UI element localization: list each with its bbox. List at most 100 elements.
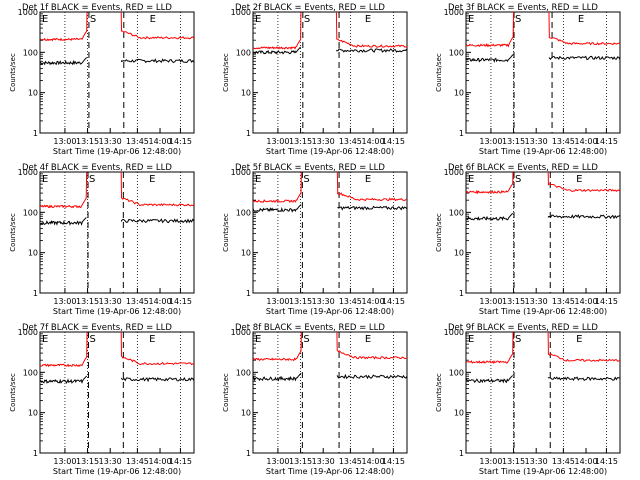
plot-area: [253, 172, 407, 293]
marker-end-e: E: [365, 14, 371, 25]
plot-area: [466, 12, 620, 133]
x-tick-label: 13:00: [479, 297, 502, 306]
x-axis-label: Start Time (19-Apr-06 12:48:00): [266, 467, 394, 476]
lld-series-line: [466, 12, 620, 48]
y-tick-label: 10: [454, 89, 464, 98]
lld-series-line: [40, 172, 194, 209]
lld-series-line: [253, 332, 407, 362]
x-tick-label: 13:45: [339, 457, 362, 466]
x-axis-label: Start Time (19-Apr-06 12:48:00): [53, 147, 181, 156]
y-tick-label: 1: [459, 289, 464, 298]
x-axis-label: Start Time (19-Apr-06 12:48:00): [53, 307, 181, 316]
x-tick-label: 13:00: [479, 137, 502, 146]
x-tick-label: 13:15: [289, 137, 312, 146]
marker-end-e: E: [365, 174, 371, 185]
plot-frame: [465, 171, 621, 294]
y-tick-label: 100: [449, 208, 464, 217]
panel-title: Det 5f BLACK = Events, RED = LLD: [235, 163, 385, 173]
marker-edge-e: E: [468, 174, 474, 185]
y-tick-label: 10: [28, 409, 38, 418]
x-axis-label: Start Time (19-Apr-06 12:48:00): [479, 307, 607, 316]
panel-title: Det 6f BLACK = Events, RED = LLD: [448, 163, 598, 173]
x-tick-label: 13:00: [53, 297, 76, 306]
x-tick-label: 13:15: [76, 457, 99, 466]
plot-area: [253, 12, 407, 133]
y-tick-label: 1: [33, 289, 38, 298]
x-axis-label: Start Time (19-Apr-06 12:48:00): [266, 307, 394, 316]
marker-end-e: E: [576, 174, 582, 185]
panel-title: Det 4f BLACK = Events, RED = LLD: [22, 163, 172, 173]
x-tick-label: 14:15: [382, 457, 405, 466]
y-axis-label: Counts/sec: [9, 373, 17, 412]
x-tick-label: 14:15: [382, 137, 405, 146]
x-tick-label: 14:15: [595, 297, 618, 306]
y-tick-label: 100: [23, 208, 38, 217]
x-tick-label: 13:00: [479, 457, 502, 466]
x-tick-label: 14:00: [574, 457, 597, 466]
marker-start-s: S: [89, 334, 95, 345]
x-tick-label: 14:00: [361, 297, 384, 306]
x-tick-label: 13:45: [126, 137, 149, 146]
events-series-line: [253, 204, 407, 213]
plot-area: [466, 332, 620, 453]
x-axis-label: Start Time (19-Apr-06 12:48:00): [53, 467, 181, 476]
x-tick-label: 13:45: [126, 457, 149, 466]
x-tick-label: 13:30: [312, 137, 335, 146]
x-axis-label: Start Time (19-Apr-06 12:48:00): [479, 147, 607, 156]
y-tick-label: 1000: [444, 328, 464, 337]
y-tick-label: 1: [246, 289, 251, 298]
marker-start-s: S: [303, 174, 309, 185]
y-axis-label: Counts/sec: [435, 213, 443, 252]
y-tick-label: 1000: [444, 168, 464, 177]
plot-area: [253, 332, 407, 453]
y-tick-label: 1000: [18, 8, 38, 17]
lld-series-line: [253, 172, 407, 203]
y-tick-label: 1: [246, 449, 251, 458]
y-tick-label: 1: [459, 449, 464, 458]
panel-title: Det 3f BLACK = Events, RED = LLD: [448, 3, 598, 13]
y-axis-label: Counts/sec: [9, 213, 17, 252]
x-tick-label: 13:45: [552, 457, 575, 466]
lld-series-line: [40, 332, 194, 368]
x-tick-label: 13:45: [552, 137, 575, 146]
x-tick-label: 13:45: [552, 297, 575, 306]
y-tick-label: 10: [241, 249, 251, 258]
events-series-line: [40, 57, 194, 66]
y-tick-label: 100: [236, 368, 251, 377]
x-tick-label: 13:30: [99, 297, 122, 306]
x-tick-label: 14:15: [169, 137, 192, 146]
marker-edge-e: E: [42, 174, 48, 185]
marker-end-e: E: [365, 334, 371, 345]
events-series-line: [253, 372, 407, 382]
x-tick-label: 13:15: [76, 297, 99, 306]
y-tick-label: 1000: [231, 328, 251, 337]
y-tick-label: 10: [454, 249, 464, 258]
x-tick-label: 13:30: [525, 457, 548, 466]
marker-start-s: S: [304, 14, 310, 25]
x-tick-label: 14:15: [169, 297, 192, 306]
plot-area: [466, 172, 620, 293]
x-tick-label: 14:15: [169, 457, 192, 466]
y-tick-label: 10: [28, 249, 38, 258]
y-tick-label: 1: [33, 129, 38, 138]
events-series-line: [466, 54, 620, 63]
y-tick-label: 1000: [231, 168, 251, 177]
marker-end-e: E: [149, 334, 155, 345]
x-tick-label: 13:15: [502, 137, 525, 146]
events-series-line: [40, 375, 194, 385]
plot-area: [40, 172, 194, 293]
panel-title: Det 9f BLACK = Events, RED = LLD: [448, 323, 598, 333]
marker-start-s: S: [515, 334, 521, 345]
y-tick-label: 100: [449, 368, 464, 377]
marker-edge-e: E: [255, 174, 261, 185]
marker-edge-e: E: [42, 334, 48, 345]
x-tick-label: 14:00: [148, 457, 171, 466]
y-tick-label: 10: [454, 409, 464, 418]
